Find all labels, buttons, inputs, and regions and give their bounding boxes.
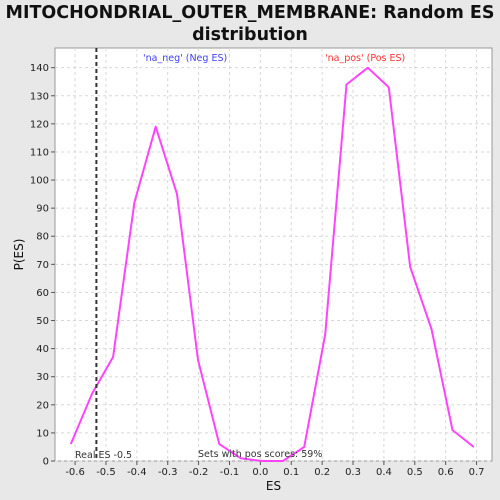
real-es-label: Real ES -0.5 [75, 450, 132, 461]
chart-title: MITOCHONDRIAL_OUTER_MEMBRANE: Random ES … [0, 2, 500, 46]
x-tick-label: -0.2 [189, 467, 209, 478]
series-layer [69, 66, 475, 462]
x-tick-label: -0.3 [158, 467, 178, 478]
y-tick-label: 0 [43, 457, 49, 468]
x-tick-label: 0.3 [345, 467, 361, 478]
sets-pos-scores-annotation: Sets with pos scores: 59% [198, 449, 322, 460]
y-tick-label: 90 [36, 204, 49, 215]
x-tick-label: 0.4 [376, 467, 392, 478]
neg-es-annotation: 'na_neg' (Neg ES) [143, 53, 227, 64]
x-tick-label: 0.7 [469, 467, 485, 478]
y-tick-label: 140 [30, 63, 49, 74]
x-tick-label: -0.4 [127, 467, 147, 478]
plot-area [54, 47, 493, 462]
y-tick-label: 80 [36, 232, 49, 243]
y-tick-label: 130 [30, 91, 49, 102]
y-tick-label: 20 [36, 400, 49, 411]
x-tick-label: 0.6 [438, 467, 454, 478]
x-tick-label: -0.5 [96, 467, 116, 478]
y-tick-label: 10 [36, 428, 49, 439]
y-axis-ticks: 0 10 20 30 40 50 60 70 80 90 100 110 120 130 140 [30, 63, 55, 468]
y-tick-label: 50 [36, 316, 49, 327]
y-tick-label: 60 [36, 288, 49, 299]
x-axis-label: ES [266, 479, 281, 493]
grid [55, 48, 492, 462]
x-axis-ticks: -0.6 -0.5 -0.4 -0.3 -0.2 -0.1 0.0 0.1 0.2 0.3 0.4 0… [65, 461, 485, 478]
x-tick-label: 0.5 [407, 467, 423, 478]
y-tick-label: 110 [30, 147, 49, 158]
x-tick-label: -0.6 [65, 467, 85, 478]
chart-title-line-2: distribution [192, 25, 308, 45]
y-tick-label: 120 [30, 119, 49, 130]
pos-es-annotation: 'na_pos' (Pos ES) [325, 53, 405, 64]
x-tick-label: -0.1 [220, 467, 240, 478]
x-tick-label: 0.2 [314, 467, 330, 478]
chart-title-line-1: MITOCHONDRIAL_OUTER_MEMBRANE: Random ES [5, 3, 495, 23]
y-tick-label: 100 [30, 176, 49, 187]
x-tick-label: 0.0 [252, 467, 268, 478]
y-tick-label: 40 [36, 344, 49, 355]
es-distribution-line [69, 66, 475, 462]
y-tick-label: 70 [36, 260, 49, 271]
x-tick-label: 0.1 [283, 467, 299, 478]
y-axis-label: P(ES) [12, 239, 26, 271]
y-tick-label: 30 [36, 372, 49, 383]
